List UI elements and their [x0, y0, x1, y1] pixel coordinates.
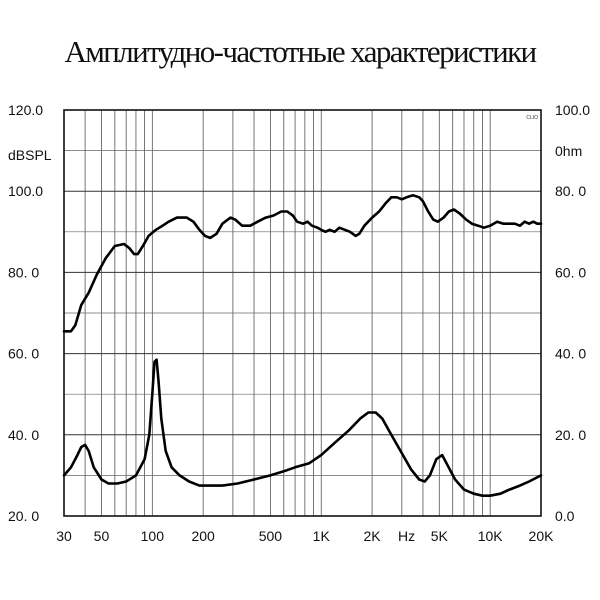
right-tick-label: 20. 0 [555, 427, 586, 443]
spl-curve [62, 194, 543, 333]
x-tick-label: 50 [94, 528, 110, 544]
x-tick-label: 100 [141, 528, 165, 544]
x-tick-label: 200 [191, 528, 215, 544]
axis-labels: 30 50 100 200 500 1K 2K 5K 10K 20K Hz 120.0 100.0 80.… [8, 102, 590, 544]
x-tick-label: 2K [364, 528, 382, 544]
x-tick-label: 20K [529, 528, 555, 544]
right-tick-label: 60. 0 [555, 264, 586, 280]
right-tick-label: 100.0 [555, 102, 590, 118]
corner-mark: CLIO [526, 115, 538, 121]
x-tick-label: 1K [313, 528, 331, 544]
curves [62, 194, 543, 497]
left-axis-unit: dBSPL [8, 147, 52, 163]
chart-title: Амплитудно-частотные характеристики [64, 34, 537, 69]
left-tick-label: 20. 0 [8, 508, 39, 524]
x-tick-label: 5K [431, 528, 449, 544]
x-tick-label: 500 [259, 528, 283, 544]
right-tick-label: 0.0 [555, 508, 575, 524]
right-axis-unit: 0hm [555, 143, 582, 159]
plot-frame [63, 109, 542, 517]
left-tick-label: 80. 0 [8, 264, 39, 280]
left-tick-label: 100.0 [8, 183, 43, 199]
left-tick-label: 120.0 [8, 102, 43, 118]
right-tick-label: 40. 0 [555, 346, 586, 362]
left-tick-label: 40. 0 [8, 427, 39, 443]
right-tick-label: 80. 0 [555, 183, 586, 199]
x-unit-label: Hz [398, 528, 415, 544]
impedance-curve [62, 358, 543, 497]
x-tick-label: 30 [56, 528, 72, 544]
grid [63, 109, 542, 517]
x-tick-label: 10K [478, 528, 504, 544]
left-tick-label: 60. 0 [8, 346, 39, 362]
